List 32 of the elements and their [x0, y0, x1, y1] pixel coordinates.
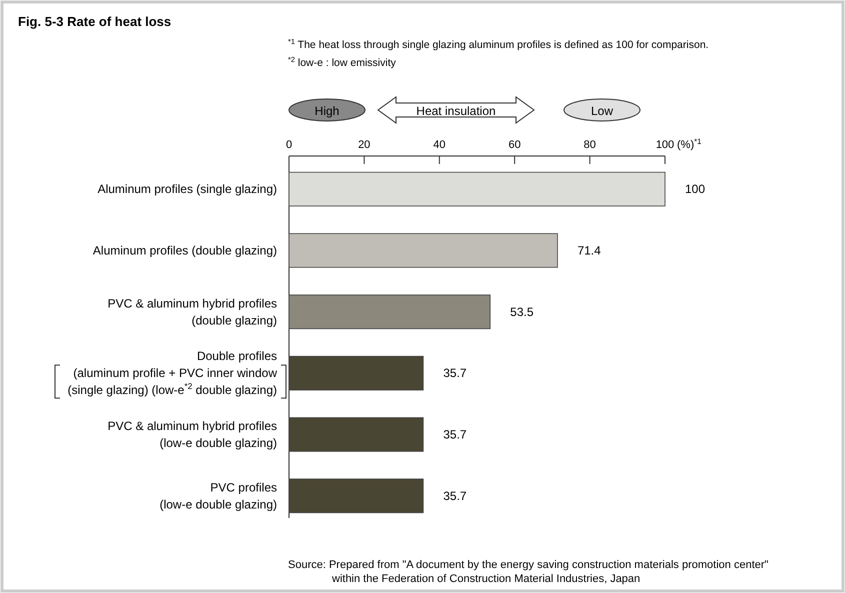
- bar: [288, 294, 491, 330]
- text: $^{*1}$ The heat loss through single glazing aluminum profiles is defined as 100 for comparison.: [288, 36, 709, 51]
- source-note: Source: Prepared from "A document by the energy saving construction materials promotion center" within the Federation of Construction Material Industries, Japan: [288, 559, 769, 585]
- bar: [288, 417, 424, 452]
- x-tick-label: 20: [358, 139, 370, 151]
- x-axis-title: (%)$^{*1}$: [677, 136, 702, 151]
- data-label: 53.5: [510, 304, 534, 319]
- bar: [288, 233, 558, 268]
- y-tick-label: Aluminum profiles (double glazing): [92, 243, 277, 258]
- data-label: 71.4: [577, 243, 602, 258]
- text: High: [314, 104, 340, 118]
- data-label: 35.7: [443, 488, 467, 503]
- y-tick-label: PVC profiles (low-e double glazing): [160, 480, 277, 512]
- bar: [288, 356, 424, 390]
- x-tick-label: 100: [656, 139, 674, 151]
- text: Fig. 5-3 Rate of heat loss: [18, 14, 172, 29]
- text: Low: [590, 104, 614, 118]
- x-tick-label: 40: [433, 139, 446, 151]
- y-tick-label: Aluminum profiles (single glazing): [98, 182, 277, 196]
- text: Heat insulation: [416, 104, 496, 118]
- x-tick-label: 80: [584, 139, 596, 151]
- x-tick-label: 0: [286, 139, 292, 151]
- y-tick-label: PVC & aluminum hybrid profiles (low-e double glazing): [108, 419, 277, 450]
- y-tick-label: PVC & aluminum hybrid profiles (double glazing): [108, 296, 277, 328]
- data-label: 35.7: [443, 428, 467, 442]
- bar: [288, 172, 666, 206]
- bar: [288, 478, 424, 514]
- y-tick-label: Double profiles (aluminum profile + PVC inner window (single glazing) (low-e$^{*2}$ double glazing): [68, 349, 278, 398]
- data-label: 100: [685, 182, 706, 196]
- text: $^{*2}$ low-e : low emissivity: [288, 54, 397, 69]
- x-tick-label: 60: [508, 139, 521, 151]
- data-label: 35.7: [443, 366, 467, 380]
